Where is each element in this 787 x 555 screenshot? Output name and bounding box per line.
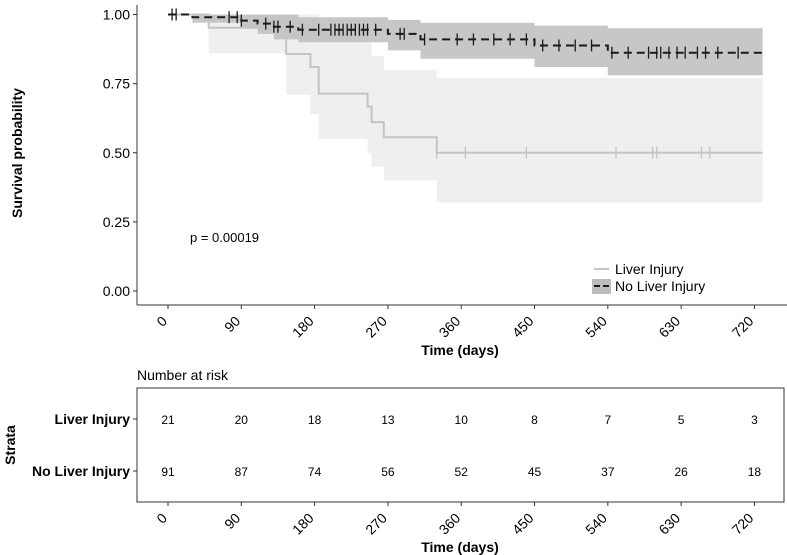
legend-label-liver-injury: Liver Injury <box>615 261 683 277</box>
risk-table-x-title: Time (days) <box>421 539 499 555</box>
risk-cell: 18 <box>308 413 322 427</box>
legend-key-bg-no-liver-injury <box>592 279 611 294</box>
risk-cell: 26 <box>674 465 688 479</box>
p-value-label: p = 0.00019 <box>190 230 259 245</box>
x-axis-title: Time (days) <box>421 342 499 358</box>
risk-table-rows: Liver Injury 21 20 18 13 10 8 7 5 3No Liver Injur… <box>32 411 761 479</box>
risk-cell: 45 <box>528 465 542 479</box>
risk-cell: 52 <box>455 465 469 479</box>
risk-cell: 8 <box>531 413 538 427</box>
curve-no-liver-injury <box>168 13 763 54</box>
risk-cell: 13 <box>381 413 395 427</box>
risk-row-label-liver-injury: Liver Injury <box>55 411 131 427</box>
risk-table-title: Number at risk <box>137 367 229 383</box>
risk-cell: 10 <box>455 413 469 427</box>
risk-cell: 21 <box>161 413 175 427</box>
risk-table-y-title: Strata <box>2 425 18 465</box>
legend-label-no-liver-injury: No Liver Injury <box>615 278 705 294</box>
legend: Liver Injury No Liver Injury <box>592 261 705 294</box>
y-tick-label: 0.75 <box>103 76 130 92</box>
risk-cell: 5 <box>678 413 685 427</box>
survival-curves <box>168 13 763 154</box>
risk-cell: 91 <box>161 465 175 479</box>
y-tick-label: 0.00 <box>103 283 130 299</box>
risk-row-label-no-liver-injury: No Liver Injury <box>32 463 130 479</box>
curve-liver-injury <box>168 13 763 154</box>
y-tick-label: 0.50 <box>103 145 130 161</box>
y-axis-ticks: 0.00 0.25 0.50 0.75 1.00 <box>103 7 137 299</box>
ci-band-liver-injury <box>168 14 763 203</box>
risk-cell: 87 <box>235 465 249 479</box>
risk-cell: 18 <box>748 465 762 479</box>
risk-cell: 20 <box>235 413 249 427</box>
y-axis-title: Survival probability <box>9 88 25 218</box>
risk-cell: 74 <box>308 465 322 479</box>
risk-cell: 3 <box>751 413 758 427</box>
y-tick-label: 0.25 <box>103 214 130 230</box>
y-tick-label: 1.00 <box>103 7 130 23</box>
risk-cell: 56 <box>381 465 395 479</box>
risk-cell: 7 <box>604 413 611 427</box>
censor-marks <box>171 8 739 159</box>
risk-table-frame <box>136 387 785 503</box>
risk-cell: 37 <box>601 465 615 479</box>
